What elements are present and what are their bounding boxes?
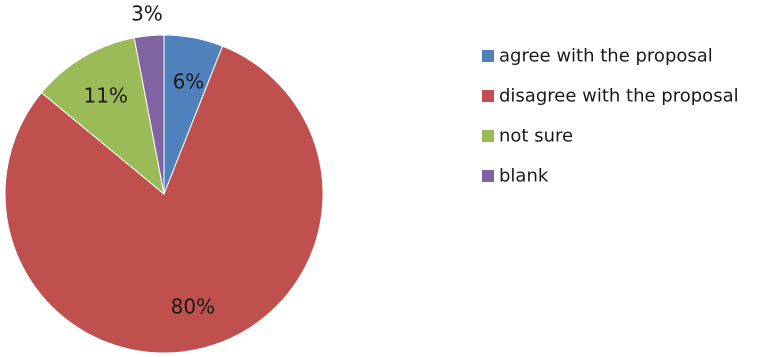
legend-label-blank: blank [499,166,549,187]
legend-swatch-blank [482,170,494,182]
pie-data-labels: 6% 80% 11% 3% [83,2,215,319]
legend-item-agree-with-the-proposal: agree with the proposal [482,46,713,67]
legend-swatch-disagree-with-the-proposal [482,90,494,102]
legend-label-not-sure: not sure [499,126,573,147]
pie-slices [4,34,324,354]
pie-slice-disagree-with-the-proposal [4,45,324,354]
legend-item-blank: blank [482,166,549,187]
data-label-blank: 3% [131,2,163,26]
pie-slice-not-sure [40,37,165,196]
data-label-disagree-with-the-proposal: 80% [171,294,215,318]
legend-item-disagree-with-the-proposal: disagree with the proposal [482,86,739,107]
legend-swatch-agree-with-the-proposal [482,50,494,62]
pie-slice-blank [133,34,165,195]
data-label-agree-with-the-proposal: 6% [173,70,205,94]
legend-swatch-not-sure [482,130,494,142]
legend: agree with the proposal disagree with the… [482,46,739,187]
legend-label-agree-with-the-proposal: agree with the proposal [499,46,713,67]
data-label-not-sure: 11% [83,83,127,107]
legend-label-disagree-with-the-proposal: disagree with the proposal [499,86,739,107]
legend-item-not-sure: not sure [482,126,573,147]
